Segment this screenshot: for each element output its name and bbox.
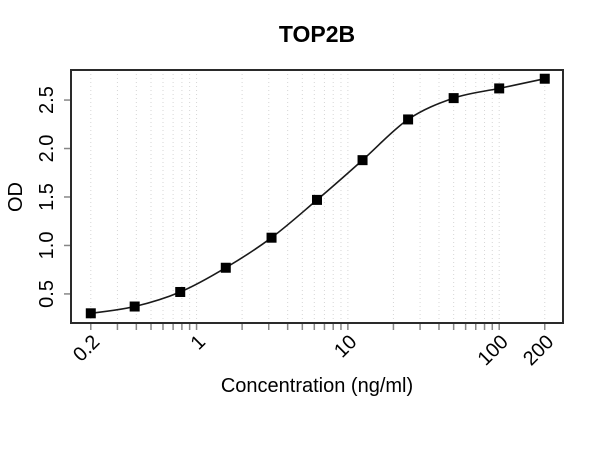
- x-tick-label: 100: [474, 331, 513, 370]
- data-points: [85, 73, 550, 319]
- y-axis-title: OD: [5, 182, 27, 212]
- plot-border: [70, 69, 564, 324]
- y-tick-label: 1.5: [36, 183, 58, 211]
- y-tick-label: 1.0: [36, 232, 58, 260]
- data-point-marker: [357, 155, 368, 166]
- data-point-marker: [220, 262, 231, 273]
- data-point-marker: [85, 308, 96, 319]
- data-point-marker: [311, 194, 322, 205]
- x-axis-title: Concentration (ng/ml): [221, 375, 413, 397]
- x-tick-label: 1: [187, 331, 210, 354]
- data-point-marker: [539, 73, 550, 84]
- data-point-marker: [403, 114, 414, 125]
- data-point-marker: [129, 301, 140, 312]
- y-tick-label: 2.0: [36, 135, 58, 163]
- data-point-marker: [494, 83, 505, 94]
- data-point-marker: [266, 232, 277, 243]
- x-tick-label: 200: [519, 331, 558, 370]
- x-axis: 0.2 1 10 100 200: [69, 324, 558, 370]
- x-tick-label: 10: [330, 331, 361, 362]
- y-tick-label: 0.5: [36, 280, 58, 308]
- data-point-marker: [175, 286, 186, 297]
- x-tick-label: 0.2: [69, 331, 104, 366]
- chart-title: TOP2B: [279, 21, 355, 47]
- data-point-marker: [448, 93, 459, 104]
- y-tick-label: 2.5: [36, 86, 58, 114]
- y-axis: 0.5 1.0 1.5 2.0 2.5: [36, 86, 70, 308]
